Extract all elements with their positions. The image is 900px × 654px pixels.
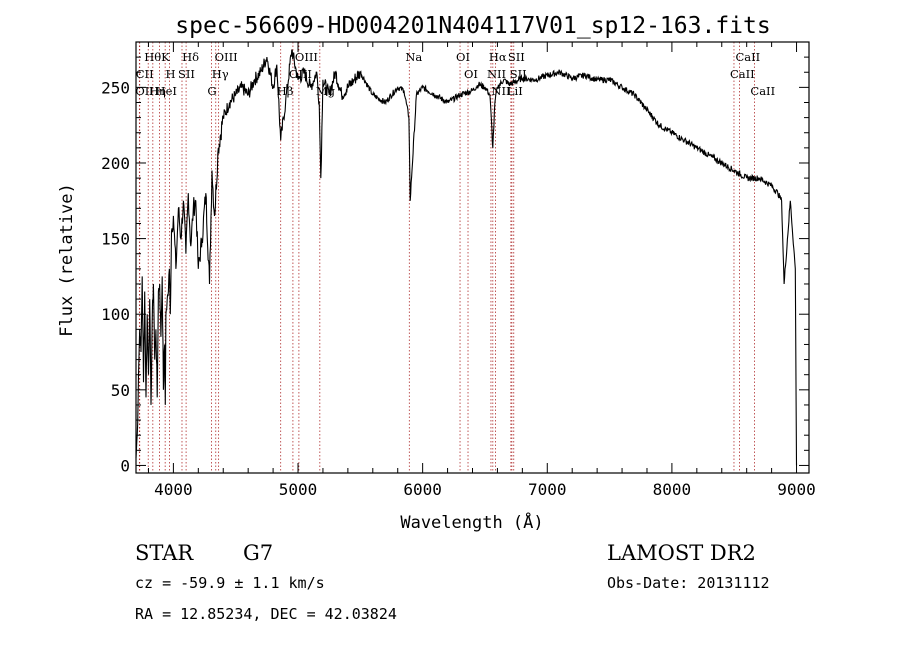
x-tick-label: 5000 bbox=[279, 480, 318, 499]
line-label: H bbox=[166, 67, 176, 81]
line-label: OIII bbox=[215, 50, 238, 64]
x-tick-label: 6000 bbox=[403, 480, 442, 499]
spectrum-series-line bbox=[135, 49, 798, 466]
line-label: Hθ bbox=[144, 50, 161, 64]
line-label: Na bbox=[405, 50, 422, 64]
line-label: OI bbox=[456, 50, 470, 64]
line-label: OI bbox=[464, 67, 478, 81]
line-label: NII bbox=[487, 67, 506, 81]
spectral-line-markers bbox=[138, 42, 755, 473]
chart-title: spec-56609-HD004201N404117V01_sp12-163.f… bbox=[175, 13, 770, 39]
line-label: CaII bbox=[735, 50, 760, 64]
line-label: Hα bbox=[489, 50, 507, 64]
x-tick-label: 4000 bbox=[154, 480, 193, 499]
y-tick-label: 0 bbox=[120, 456, 130, 475]
line-label: Hη bbox=[149, 84, 166, 98]
y-tick-label: 200 bbox=[101, 154, 130, 173]
line-label: LiI bbox=[507, 84, 523, 98]
y-axis-ticks: 0 50 100 150 200 250 bbox=[101, 56, 809, 475]
line-label: OIII bbox=[295, 50, 318, 64]
observation-date: Obs-Date: 20131112 bbox=[607, 574, 770, 592]
line-label: G bbox=[207, 84, 216, 98]
y-axis-label: Flux (relative) bbox=[57, 183, 77, 337]
line-label: Hγ bbox=[212, 67, 229, 81]
line-label: NII bbox=[491, 84, 510, 98]
sky-coordinates: RA = 12.85234, DEC = 42.03824 bbox=[135, 605, 397, 623]
line-label: CII bbox=[136, 67, 154, 81]
line-label: CaII bbox=[730, 67, 755, 81]
y-tick-label: 100 bbox=[101, 305, 130, 324]
x-axis-ticks: 4000 5000 6000 7000 8000 9000 bbox=[147, 42, 816, 499]
x-tick-label: 7000 bbox=[528, 480, 567, 499]
x-tick-label: 8000 bbox=[653, 480, 692, 499]
line-label: HeI bbox=[156, 84, 177, 98]
x-tick-label: 9000 bbox=[777, 480, 816, 499]
y-tick-label: 50 bbox=[111, 381, 130, 400]
line-label: Hδ bbox=[182, 50, 199, 64]
line-label: SII bbox=[178, 67, 195, 81]
line-label: SII bbox=[508, 50, 525, 64]
y-tick-label: 250 bbox=[101, 78, 130, 97]
line-label: K bbox=[161, 50, 170, 64]
object-subclass: G7 bbox=[243, 541, 273, 565]
line-label: SII bbox=[510, 67, 527, 81]
y-tick-label: 150 bbox=[101, 230, 130, 249]
x-axis-label: Wavelength (Å) bbox=[400, 511, 543, 533]
line-label: Hβ bbox=[277, 84, 294, 98]
survey-name: LAMOST DR2 bbox=[607, 541, 756, 565]
plot-frame bbox=[135, 41, 810, 474]
line-label: CaII bbox=[750, 84, 775, 98]
redshift-velocity: cz = -59.9 ± 1.1 km/s bbox=[135, 574, 325, 592]
object-class: STAR bbox=[135, 541, 194, 565]
